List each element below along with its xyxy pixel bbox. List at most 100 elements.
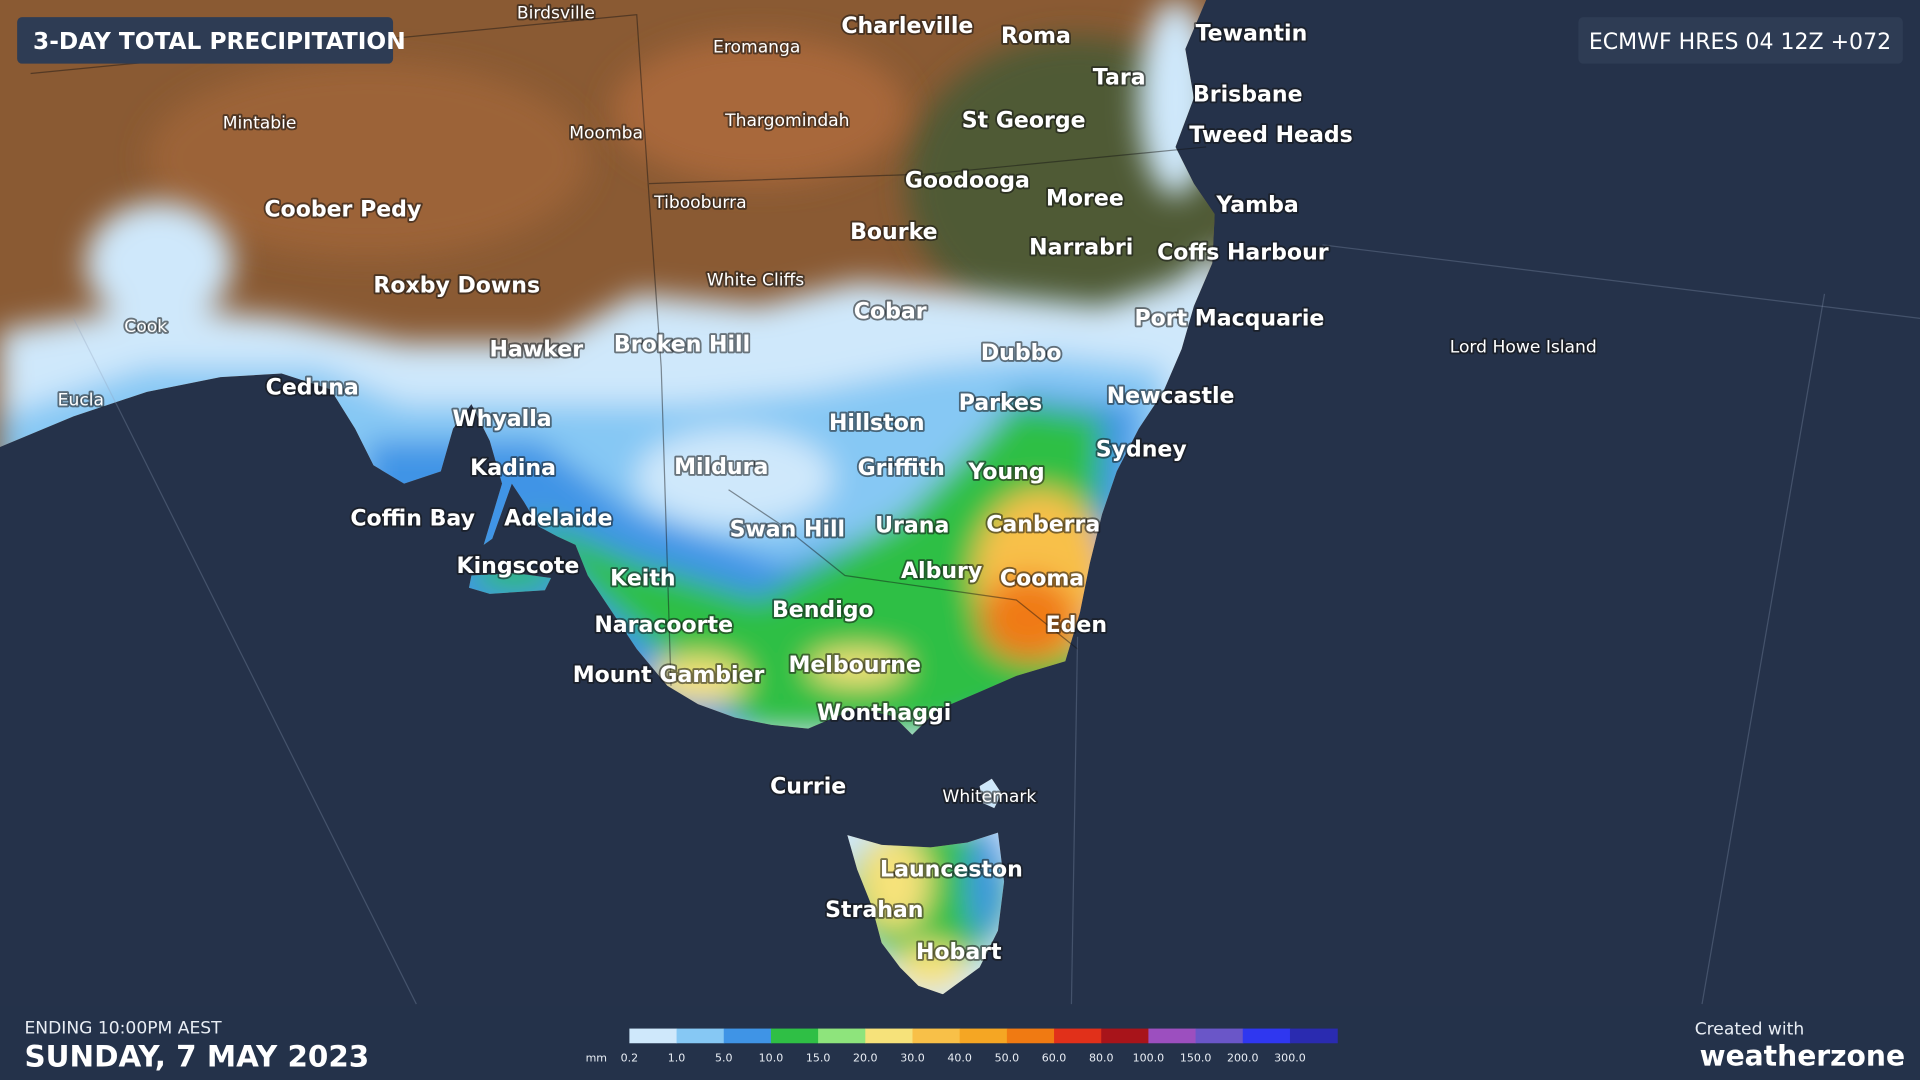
place-label: Launceston (880, 858, 1023, 883)
place-label: Broken Hill (614, 332, 750, 357)
place-label: Urana (875, 514, 949, 539)
legend-swatch (1054, 1028, 1102, 1044)
place-label: Mount Gambier (573, 663, 765, 688)
legend-label: 1.0 (668, 1052, 686, 1065)
place-label: Moree (1046, 187, 1124, 212)
place-label: Strahan (825, 898, 923, 923)
ending-time: ENDING 10:00PM AEST (24, 1018, 222, 1038)
place-label: Eucla (58, 390, 104, 410)
credit: Created with (1695, 1020, 1805, 1040)
place-label: White Cliffs (707, 270, 805, 290)
place-label: Cook (124, 317, 167, 337)
legend-label: 60.0 (1042, 1052, 1067, 1065)
place-label: Bourke (850, 220, 937, 245)
title-box (17, 17, 394, 64)
legend-swatch (676, 1028, 725, 1044)
legend-label: 300.0 (1274, 1052, 1306, 1065)
place-label: Tewantin (1196, 21, 1308, 46)
place-label: Hillston (829, 411, 925, 436)
place-label: Mintabie (223, 114, 297, 134)
model-box (1578, 17, 1903, 64)
brand: weatherzone (1700, 1039, 1905, 1072)
place-label: Eromanga (713, 38, 800, 58)
place-label: Naracoorte (594, 613, 733, 638)
place-label: Melbourne (788, 653, 921, 678)
place-label: Whyalla (452, 407, 551, 432)
graticule (72, 244, 1920, 1005)
date: SUNDAY, 7 MAY 2023 (24, 1040, 369, 1074)
place-label: Hobart (916, 940, 1002, 965)
place-label: Roxby Downs (373, 274, 540, 299)
place-label: Lord Howe Island (1450, 338, 1597, 358)
place-label: Cooma (1000, 566, 1084, 591)
place-label: Port Macquarie (1134, 307, 1324, 332)
place-label: St George (962, 108, 1086, 133)
legend-label: 0.2 (621, 1052, 639, 1065)
place-label: Birdsville (517, 3, 595, 23)
model-run: ECMWF HRES 04 12Z +072 (1589, 30, 1891, 55)
place-label: Tibooburra (653, 193, 747, 213)
legend-label: 150.0 (1180, 1052, 1212, 1065)
legend-swatch (1148, 1028, 1197, 1044)
place-label: Eden (1046, 613, 1107, 638)
legend-swatch (770, 1028, 819, 1044)
place-label: Whitemark (942, 787, 1036, 807)
place-label: Yamba (1215, 193, 1298, 218)
place-label: Young (967, 460, 1044, 485)
legend-label: 40.0 (947, 1052, 972, 1065)
place-label: Goodooga (905, 168, 1030, 193)
legend-swatch (818, 1028, 866, 1044)
title: 3-DAY TOTAL PRECIPITATION (33, 28, 406, 55)
borders (30, 14, 1207, 686)
legend-label: 80.0 (1089, 1052, 1114, 1065)
place-label: Kingscote (457, 554, 580, 579)
legend-label: 50.0 (995, 1052, 1020, 1065)
legend-swatch (1289, 1028, 1338, 1044)
place-label: Adelaide (504, 506, 612, 531)
legend-label: 5.0 (715, 1052, 733, 1065)
legend-label: 15.0 (806, 1052, 831, 1065)
place-label: Charleville (841, 14, 973, 39)
place-label: Swan Hill (730, 517, 846, 542)
legend-swatch (912, 1028, 961, 1044)
legend-label: 10.0 (759, 1052, 784, 1065)
place-label: Keith (610, 566, 675, 591)
place-label: Tweed Heads (1189, 123, 1352, 148)
legend-unit: mm (586, 1052, 607, 1065)
legend-swatch (1006, 1028, 1055, 1044)
legend-swatch (959, 1028, 1008, 1044)
place-label: Brisbane (1193, 83, 1303, 108)
legend-swatch (1101, 1028, 1150, 1044)
legend-swatch (723, 1028, 772, 1044)
place-label: Coffs Harbour (1157, 241, 1329, 266)
place-label: Canberra (986, 512, 1100, 537)
place-label: Moomba (569, 123, 643, 143)
place-label: Cobar (854, 299, 927, 324)
legend-label: 100.0 (1133, 1052, 1165, 1065)
legend: 0.2 1.0 5.0 10.0 15.0 20.0 30.0 40.0 50.0 60.0 80.… (621, 1028, 1338, 1065)
place-label: Wonthaggi (817, 701, 952, 726)
place-label: Kadina (470, 456, 556, 481)
place-label: Coober Pedy (264, 198, 421, 223)
place-label: Newcastle (1107, 384, 1235, 409)
place-label: Ceduna (266, 375, 359, 400)
place-label: Mildura (674, 455, 768, 480)
footer-band (0, 1006, 1920, 1080)
place-label: Bendigo (772, 598, 874, 623)
place-label: Currie (770, 774, 846, 799)
legend-label: 30.0 (900, 1052, 925, 1065)
place-label: Narrabri (1029, 236, 1133, 261)
place-label: Albury (901, 559, 982, 584)
legend-swatch (629, 1028, 678, 1044)
place-label: Thargomindah (724, 111, 849, 131)
place-label: Dubbo (981, 341, 1062, 366)
place-label: Coffin Bay (350, 506, 475, 531)
place-label: Parkes (959, 391, 1042, 416)
place-label: Tara (1093, 65, 1146, 90)
place-labels: Birdsville Charleville Roma Tewantin Eromang… (56, 2, 1599, 967)
place-label: Griffith (858, 456, 945, 481)
legend-swatch (1195, 1028, 1244, 1044)
legend-label: 200.0 (1227, 1052, 1259, 1065)
